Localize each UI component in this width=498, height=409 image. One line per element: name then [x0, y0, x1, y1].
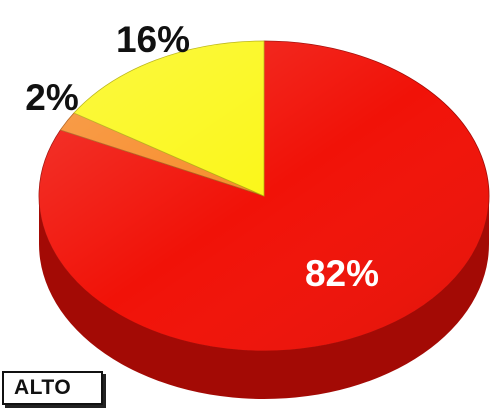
slices-group [38, 40, 490, 399]
legend-label: ALTO [14, 376, 72, 399]
slice-label-2: 16% [116, 19, 190, 60]
legend-box: ALTO [2, 371, 103, 405]
pie-slice-side-0-0 [39, 196, 489, 399]
slice-label-0: 82% [305, 253, 379, 294]
slice-label-1: 2% [25, 77, 78, 118]
labels-group: 82% 2% 16% [25, 19, 379, 294]
pie-shine [39, 41, 489, 351]
